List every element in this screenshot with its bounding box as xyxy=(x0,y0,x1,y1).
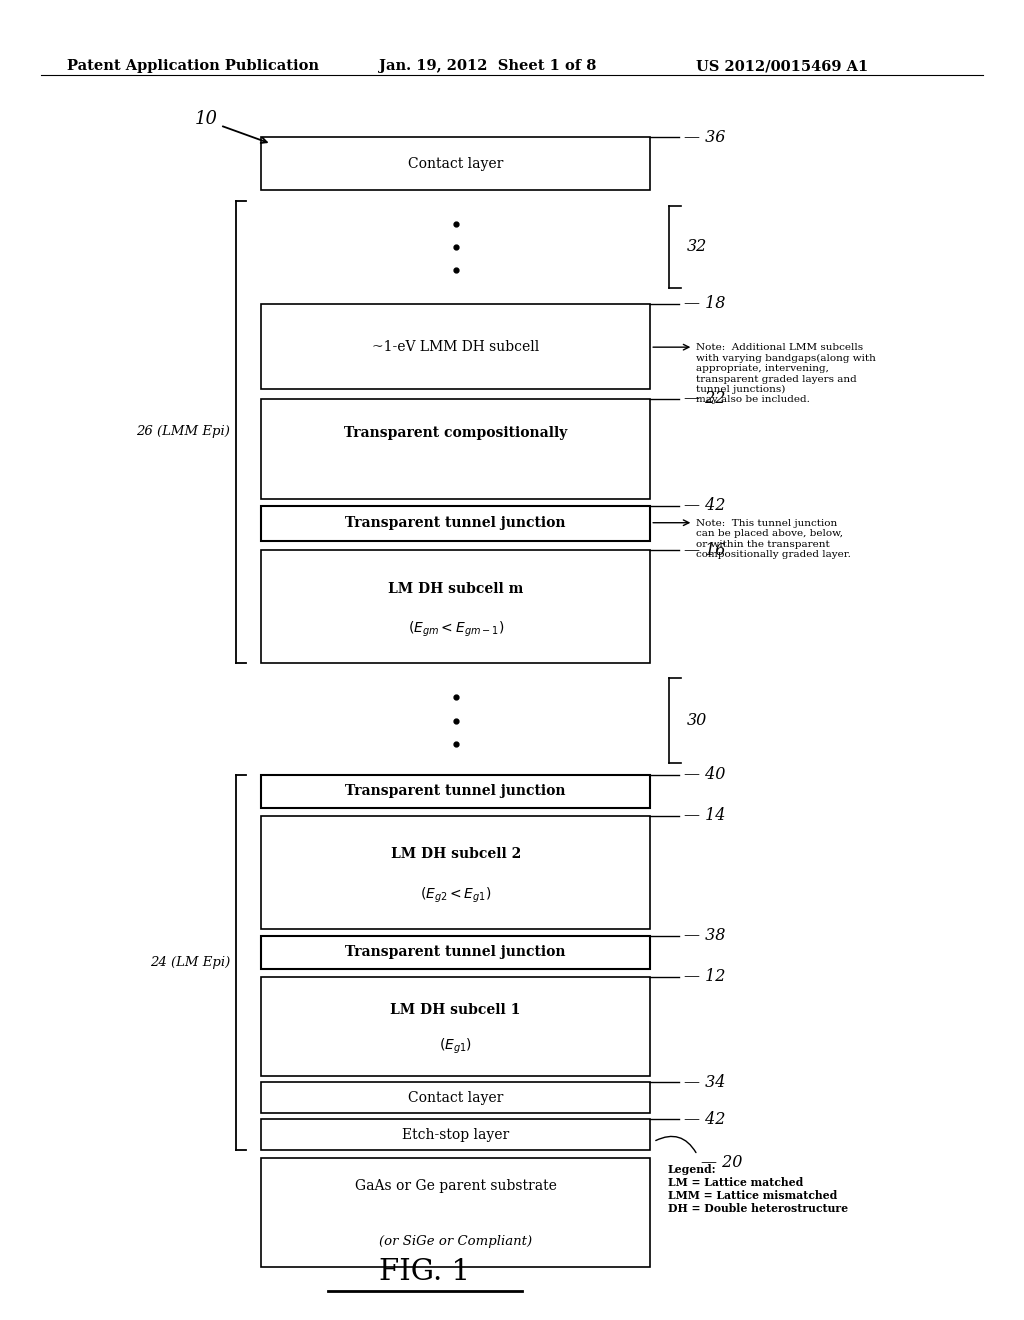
Text: LM DH subcell 1: LM DH subcell 1 xyxy=(390,1003,521,1018)
Text: Legend:
LM = Lattice matched
LMM = Lattice mismatched
DH = Double heterostructur: Legend: LM = Lattice matched LMM = Latti… xyxy=(668,1164,848,1213)
Text: — 40: — 40 xyxy=(684,767,725,783)
Text: Jan. 19, 2012  Sheet 1 of 8: Jan. 19, 2012 Sheet 1 of 8 xyxy=(379,59,596,74)
Text: — 38: — 38 xyxy=(684,928,725,944)
Text: — 42: — 42 xyxy=(684,498,725,513)
Text: LM DH subcell 2: LM DH subcell 2 xyxy=(390,847,521,862)
Text: 32: 32 xyxy=(687,239,708,255)
Text: $(E_{g2}<E_{g1})$: $(E_{g2}<E_{g1})$ xyxy=(420,886,492,906)
Text: (or SiGe or Compliant): (or SiGe or Compliant) xyxy=(379,1236,532,1247)
Bar xyxy=(261,550,650,663)
Bar xyxy=(261,1119,650,1150)
Text: Transparent tunnel junction: Transparent tunnel junction xyxy=(345,784,566,799)
Bar xyxy=(261,506,650,541)
Bar xyxy=(261,1158,650,1267)
Text: Note:  Additional LMM subcells
with varying bandgaps(along with
appropriate, int: Note: Additional LMM subcells with varyi… xyxy=(696,343,877,404)
Text: ~1-eV LMM DH subcell: ~1-eV LMM DH subcell xyxy=(372,339,540,354)
Text: — 20: — 20 xyxy=(701,1155,742,1171)
Text: 24 (LM Epi): 24 (LM Epi) xyxy=(151,956,230,969)
Text: 10: 10 xyxy=(195,110,217,128)
Text: — 12: — 12 xyxy=(684,969,725,985)
Bar xyxy=(261,936,650,969)
Text: — 18: — 18 xyxy=(684,296,725,312)
Text: $(E_{gm}<E_{gm-1})$: $(E_{gm}<E_{gm-1})$ xyxy=(408,619,504,639)
Text: Transparent compositionally: Transparent compositionally xyxy=(344,426,567,440)
Text: US 2012/0015469 A1: US 2012/0015469 A1 xyxy=(696,59,868,74)
Text: Etch-stop layer: Etch-stop layer xyxy=(402,1127,509,1142)
Text: — 42: — 42 xyxy=(684,1111,725,1127)
Text: 26 (LMM Epi): 26 (LMM Epi) xyxy=(136,425,230,438)
Text: — 22: — 22 xyxy=(684,391,725,407)
Text: Contact layer: Contact layer xyxy=(408,1090,504,1105)
Text: — 34: — 34 xyxy=(684,1074,725,1090)
Bar xyxy=(261,775,650,808)
Text: GaAs or Ge parent substrate: GaAs or Ge parent substrate xyxy=(354,1179,557,1193)
Text: FIG. 1: FIG. 1 xyxy=(380,1258,470,1286)
Text: Patent Application Publication: Patent Application Publication xyxy=(67,59,318,74)
Text: Note:  This tunnel junction
can be placed above, below,
or within the transparen: Note: This tunnel junction can be placed… xyxy=(696,519,851,558)
Text: Contact layer: Contact layer xyxy=(408,157,504,170)
Bar xyxy=(261,304,650,389)
Bar xyxy=(261,977,650,1076)
Bar xyxy=(261,816,650,929)
Bar xyxy=(261,137,650,190)
Text: LM DH subcell m: LM DH subcell m xyxy=(388,582,523,595)
Text: Transparent tunnel junction: Transparent tunnel junction xyxy=(345,945,566,960)
Text: — 14: — 14 xyxy=(684,808,725,824)
Text: 30: 30 xyxy=(687,713,708,729)
Text: — 16: — 16 xyxy=(684,543,725,558)
Bar xyxy=(261,1082,650,1113)
Text: $(E_{g1})$: $(E_{g1})$ xyxy=(439,1036,472,1056)
Text: Transparent tunnel junction: Transparent tunnel junction xyxy=(345,516,566,531)
Bar xyxy=(261,399,650,499)
Text: — 36: — 36 xyxy=(684,129,725,145)
